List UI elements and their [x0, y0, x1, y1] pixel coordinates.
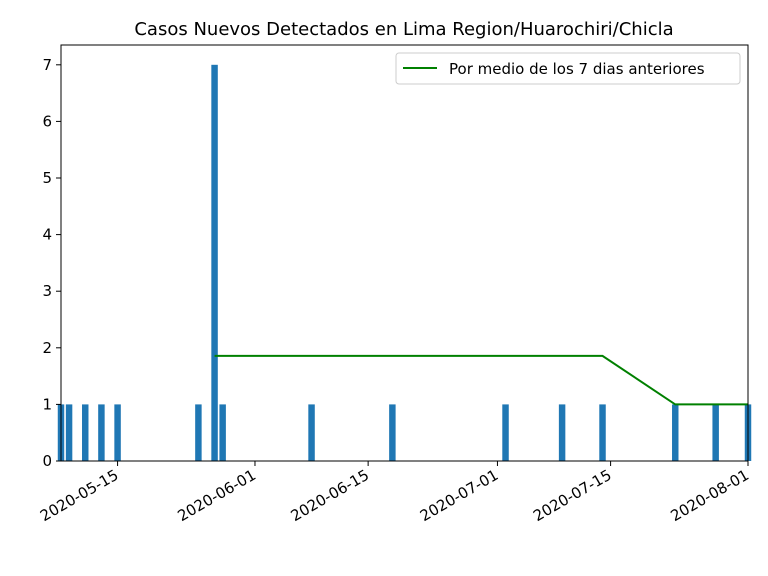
- line-series: [214, 354, 748, 406]
- x-tick-label-2020-07-01: 2020-07-01: [417, 466, 502, 525]
- y-tick-label-4: 4: [42, 226, 52, 244]
- bar-2020-07-09: [558, 404, 566, 461]
- legend: Por medio de los 7 dias anteriores: [395, 52, 741, 85]
- y-tick-label-0: 0: [42, 452, 52, 470]
- plot-frame: [60, 44, 749, 462]
- bar-2020-06-08: [308, 404, 315, 461]
- legend-label: Por medio de los 7 dias anteriores: [449, 60, 705, 78]
- bar-2020-05-09: [65, 404, 73, 461]
- y-tick-label-1: 1: [42, 395, 52, 413]
- y-tick-label-5: 5: [42, 169, 52, 187]
- y-tick-label-6: 6: [42, 112, 52, 130]
- bar-2020-05-27: [211, 64, 218, 462]
- bar-2020-06-18: [389, 404, 396, 461]
- moving-average-line: [214, 354, 748, 406]
- x-tick-label-2020-07-15: 2020-07-15: [530, 466, 615, 525]
- y-tick-label-7: 7: [42, 56, 52, 74]
- bar-2020-05-28: [219, 404, 226, 461]
- x-tick-label-2020-06-01: 2020-06-01: [174, 466, 259, 525]
- bar-2020-07-23: [672, 404, 679, 461]
- y-tick-label-2: 2: [42, 339, 52, 357]
- chart-title: Casos Nuevos Detectados en Lima Region/H…: [134, 19, 673, 40]
- y-tick-label-3: 3: [42, 282, 52, 300]
- x-tick-label-2020-06-15: 2020-06-15: [288, 466, 373, 525]
- bar-2020-05-13: [98, 404, 105, 461]
- x-tick-label-2020-08-01: 2020-08-01: [667, 466, 752, 525]
- bar-2020-05-25: [195, 404, 202, 461]
- x-tick-label-2020-05-15: 2020-05-15: [37, 466, 122, 525]
- bar-2020-07-02: [502, 404, 509, 461]
- bar-2020-07-14: [599, 404, 606, 461]
- bar-series: [57, 64, 752, 462]
- bar-2020-07-28: [712, 404, 719, 461]
- legend-box: [395, 52, 741, 85]
- bar-2020-05-11: [82, 404, 89, 461]
- bar-2020-05-15: [114, 404, 121, 461]
